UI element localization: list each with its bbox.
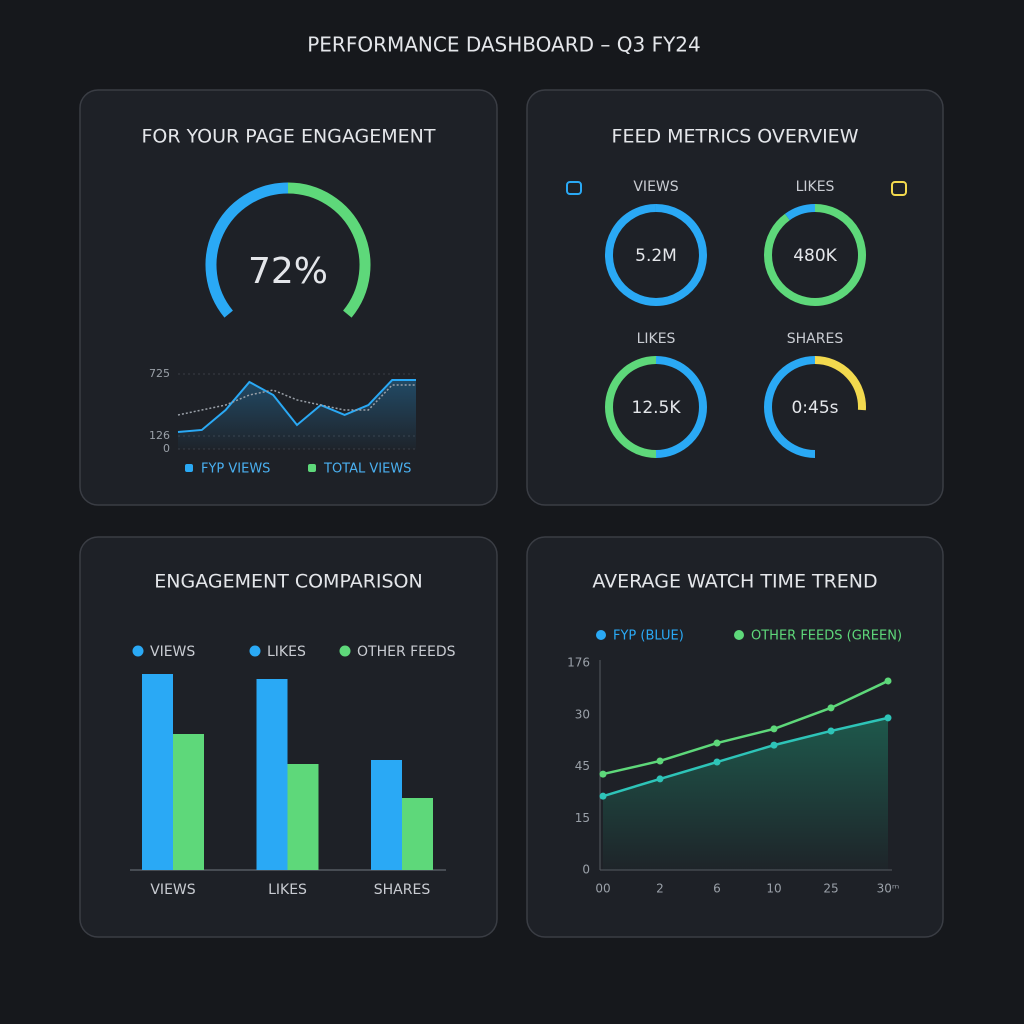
y-tick-label: 0 [163, 442, 170, 455]
legend-swatch [339, 645, 351, 657]
y-tick-label: 0 [582, 863, 590, 877]
ring-value: 12.5K [632, 398, 682, 418]
gauge-value: 72% [248, 251, 328, 292]
y-tick-label: 126 [149, 429, 170, 442]
icon [566, 181, 582, 195]
x-tick-label: 10 [766, 882, 781, 896]
panel-title: AVERAGE WATCH TIME TREND [592, 571, 877, 593]
line [177, 384, 416, 416]
y-tick-label: 30 [575, 707, 590, 721]
point [770, 741, 778, 749]
point [599, 792, 607, 800]
legend-swatch [185, 464, 193, 472]
bar [173, 734, 204, 870]
icon [891, 181, 907, 196]
point [656, 757, 664, 765]
point [827, 727, 835, 735]
legend-swatch [308, 464, 316, 472]
x-tick-label: SHARES [374, 882, 431, 898]
ring-value: 5.2M [635, 246, 677, 266]
legend-swatch [249, 645, 261, 657]
ring-label: LIKES [637, 331, 676, 347]
ring-value: 0:45s [791, 398, 838, 418]
gauge-arc [205, 182, 289, 318]
ring-label: LIKES [796, 179, 835, 195]
point [884, 677, 892, 685]
bar [402, 798, 433, 870]
legend-label: VIEWS [150, 644, 195, 660]
legend-swatch [734, 630, 744, 640]
y-tick-label: 176 [567, 656, 590, 670]
ring-segment [764, 204, 866, 306]
legend-label: FYP (BLUE) [613, 629, 684, 644]
x-tick-label: LIKES [268, 882, 307, 898]
panel [526, 89, 944, 506]
y-tick-label: 15 [575, 811, 590, 825]
legend-label: TOTAL VIEWS [323, 462, 411, 477]
line [602, 716, 889, 798]
legend-swatch [596, 630, 606, 640]
x-tick-label: 6 [713, 882, 721, 896]
x-tick-label: VIEWS [150, 882, 195, 898]
point [884, 714, 892, 722]
gauge-arc [287, 182, 371, 318]
ring-segment [655, 356, 707, 458]
area [603, 717, 888, 870]
x-tick-label: 2 [656, 882, 664, 896]
ring-segment [785, 204, 816, 221]
ring-label: SHARES [787, 331, 844, 347]
y-tick-label: 725 [149, 367, 170, 380]
y-tick-label: 45 [575, 759, 590, 773]
point [599, 770, 607, 778]
legend-label: OTHER FEEDS (GREEN) [751, 629, 902, 644]
ring-segment [814, 356, 866, 411]
legend-label: FYP VIEWS [201, 462, 270, 477]
point [656, 775, 664, 783]
panel-title: FEED METRICS OVERVIEW [612, 126, 859, 148]
bar [287, 764, 319, 870]
page-title: PERFORMANCE DASHBOARD – Q3 FY24 [307, 33, 701, 57]
legend-label: LIKES [267, 644, 306, 660]
ring-segment [764, 356, 816, 458]
line [602, 679, 889, 776]
ring-segment [604, 204, 707, 306]
panel-title: FOR YOUR PAGE ENGAGEMENT [141, 126, 435, 148]
x-tick-label: 25 [823, 882, 838, 896]
bar [256, 679, 288, 870]
panel-title: ENGAGEMENT COMPARISON [154, 571, 422, 593]
line [177, 379, 416, 434]
bar [371, 760, 402, 870]
legend-label: OTHER FEEDS [357, 644, 456, 660]
ring-value: 480K [793, 246, 837, 266]
point [713, 739, 721, 747]
ring-label: VIEWS [633, 179, 678, 195]
ring-segment [605, 356, 657, 458]
point [827, 704, 835, 712]
point [770, 725, 778, 733]
x-tick-label: 30ᵐ [877, 882, 900, 896]
legend-swatch [132, 645, 144, 657]
bar [142, 674, 173, 870]
point [713, 758, 721, 766]
x-tick-label: 00 [595, 882, 610, 896]
